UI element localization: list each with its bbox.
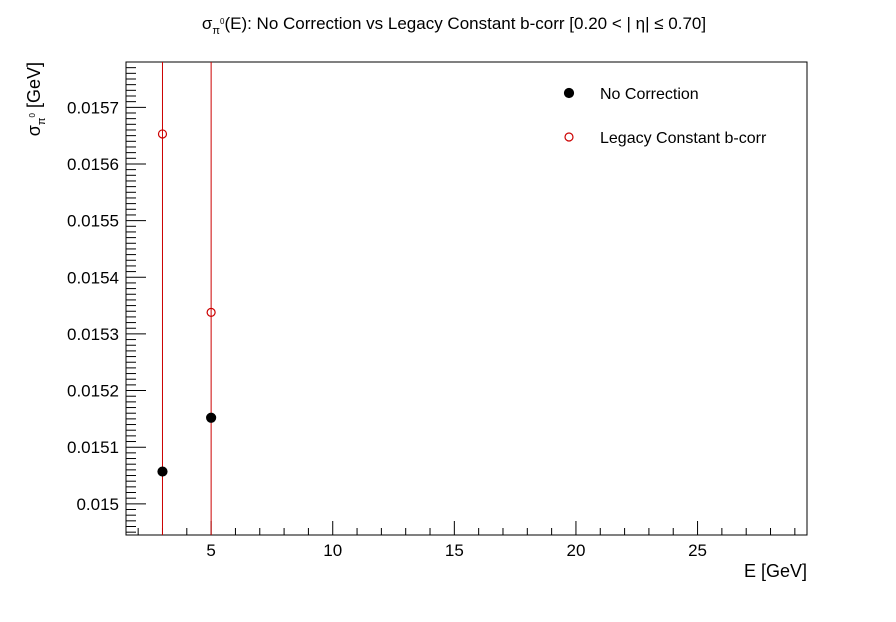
series-1-point [157, 466, 168, 477]
title-rest: (E): No Correction vs Legacy Constant b-… [224, 14, 706, 33]
x-tick-label: 15 [445, 541, 464, 560]
x-tick-label: 20 [566, 541, 585, 560]
y-tick-label: 0.015 [76, 495, 119, 514]
chart-title: σπ0(E): No Correction vs Legacy Constant… [202, 14, 706, 37]
title-sup: 0 [220, 17, 225, 26]
legend-label: No Correction [600, 86, 699, 103]
title-sub: π [212, 25, 220, 37]
y-tick-label: 0.0154 [67, 268, 119, 287]
vertical-lines [161, 62, 212, 535]
ylabel-sigma: σ [24, 125, 44, 136]
y-tick-label: 0.0156 [67, 155, 119, 174]
y-tick-label: 0.0152 [67, 382, 119, 401]
ylabel-sup: 0 [28, 112, 37, 117]
ylabel-rest: [GeV] [24, 62, 44, 113]
y-axis-label: σπ0 [GeV] [24, 62, 48, 136]
series-2-point [206, 307, 216, 317]
plot-area: 5 10 15 20 25 0.0150.01510.01520.01530.01540… [67, 61, 808, 560]
y-tick-label: 0.0151 [67, 438, 119, 457]
data-points [157, 129, 217, 477]
plot-frame [125, 61, 808, 536]
series-2-point [157, 129, 168, 139]
x-tick-label: 5 [206, 541, 215, 560]
y-tick-label: 0.0155 [67, 212, 119, 231]
x-tick-label: 10 [323, 541, 342, 560]
legend-label: Legacy Constant b-corr [600, 130, 767, 147]
ylabel-sub: π [36, 117, 48, 125]
title-sigma: σ [202, 14, 213, 33]
legend-marker [563, 87, 575, 99]
x-axis-label: E [GeV] [744, 561, 807, 581]
legend-marker [564, 132, 574, 142]
x-axis-ticks: 5 10 15 20 25 [137, 521, 796, 560]
series-1-point [206, 412, 217, 423]
y-axis-ticks: 0.015 0.0151 0.0152 0.0153 0.0154 0.0155 0.015… [67, 61, 146, 533]
y-tick-label: 0.0157 [67, 98, 119, 117]
x-tick-label: 25 [688, 541, 707, 560]
y-tick-label: 0.0153 [67, 325, 119, 344]
legend: No Correction Legacy Constant b-corr [563, 86, 767, 147]
